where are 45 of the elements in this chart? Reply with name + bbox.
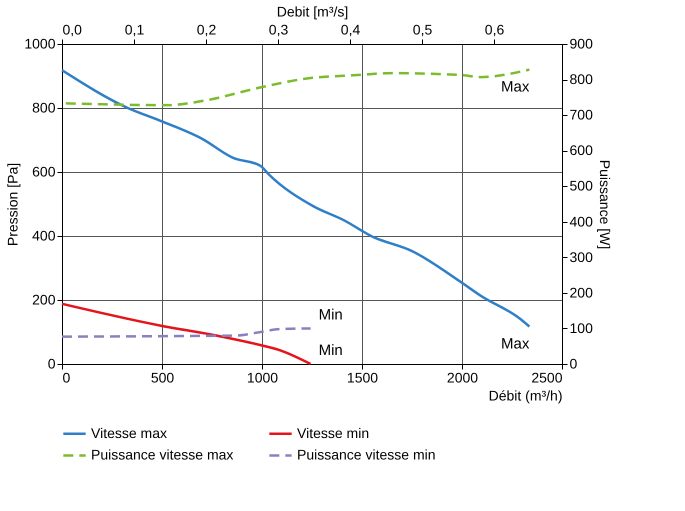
x2-tick-label: 0,5 (412, 22, 432, 38)
line-series (60, 302, 312, 366)
x2-tick-label: 0,6 (484, 22, 504, 38)
x2-tick-label: 0,4 (340, 22, 360, 38)
x-tick-label: 2000 (446, 370, 478, 386)
legend-label: Vitesse max (91, 424, 167, 441)
y2-tick-label: 700 (570, 106, 594, 123)
y2-tick-label: 900 (570, 36, 594, 52)
annotation: Min (318, 342, 343, 359)
x2-tick-label: 0,3 (268, 22, 288, 38)
y2-tick-label: 800 (570, 71, 594, 88)
x-tick-label: 1500 (346, 370, 378, 386)
y2-tick-label: 0 (570, 356, 578, 372)
y-tick-label: 400 (32, 228, 56, 244)
x2-tick-label: 0,2 (196, 22, 216, 38)
x2-tick-label: 0,0 (62, 22, 82, 38)
y2-tick-label: 300 (570, 248, 594, 265)
annotation: Max (501, 336, 530, 353)
y-tick-label: 200 (32, 292, 56, 308)
y-tick-label: 1000 (24, 36, 56, 52)
legend-label: Puissance vitesse min (297, 446, 436, 462)
y-tick-label: 0 (48, 356, 56, 372)
line-series (60, 327, 312, 338)
annotation: Max (501, 78, 530, 96)
y-tick-label: 800 (32, 100, 56, 116)
x-tick-label: 2500 (531, 370, 563, 386)
legend-label: Vitesse min (297, 424, 370, 441)
line-series (64, 68, 531, 106)
y2-tick-label: 600 (570, 142, 594, 158)
y2-tick-label: 200 (570, 284, 594, 300)
line-series (60, 68, 531, 328)
y2-axis-title: Puissance [W] (596, 160, 613, 250)
x-tick-label: 0 (62, 370, 70, 386)
legend-label: Puissance vitesse max (91, 446, 234, 462)
annotation: Min (318, 306, 343, 324)
x-tick-label: 1000 (246, 370, 278, 386)
y2-tick-label: 100 (570, 320, 594, 336)
y-axis-title: Pression [Pa] (4, 162, 20, 246)
y2-tick-label: 400 (570, 213, 594, 230)
x-tick-label: 500 (150, 370, 174, 386)
x2-tick-label: 0,1 (124, 22, 144, 38)
x2-axis-title: Debit [m³/s] (276, 4, 348, 20)
x-axis-title: Débit (m³/h) (488, 388, 562, 404)
y2-tick-label: 500 (570, 178, 594, 194)
y-tick-label: 600 (32, 164, 56, 180)
